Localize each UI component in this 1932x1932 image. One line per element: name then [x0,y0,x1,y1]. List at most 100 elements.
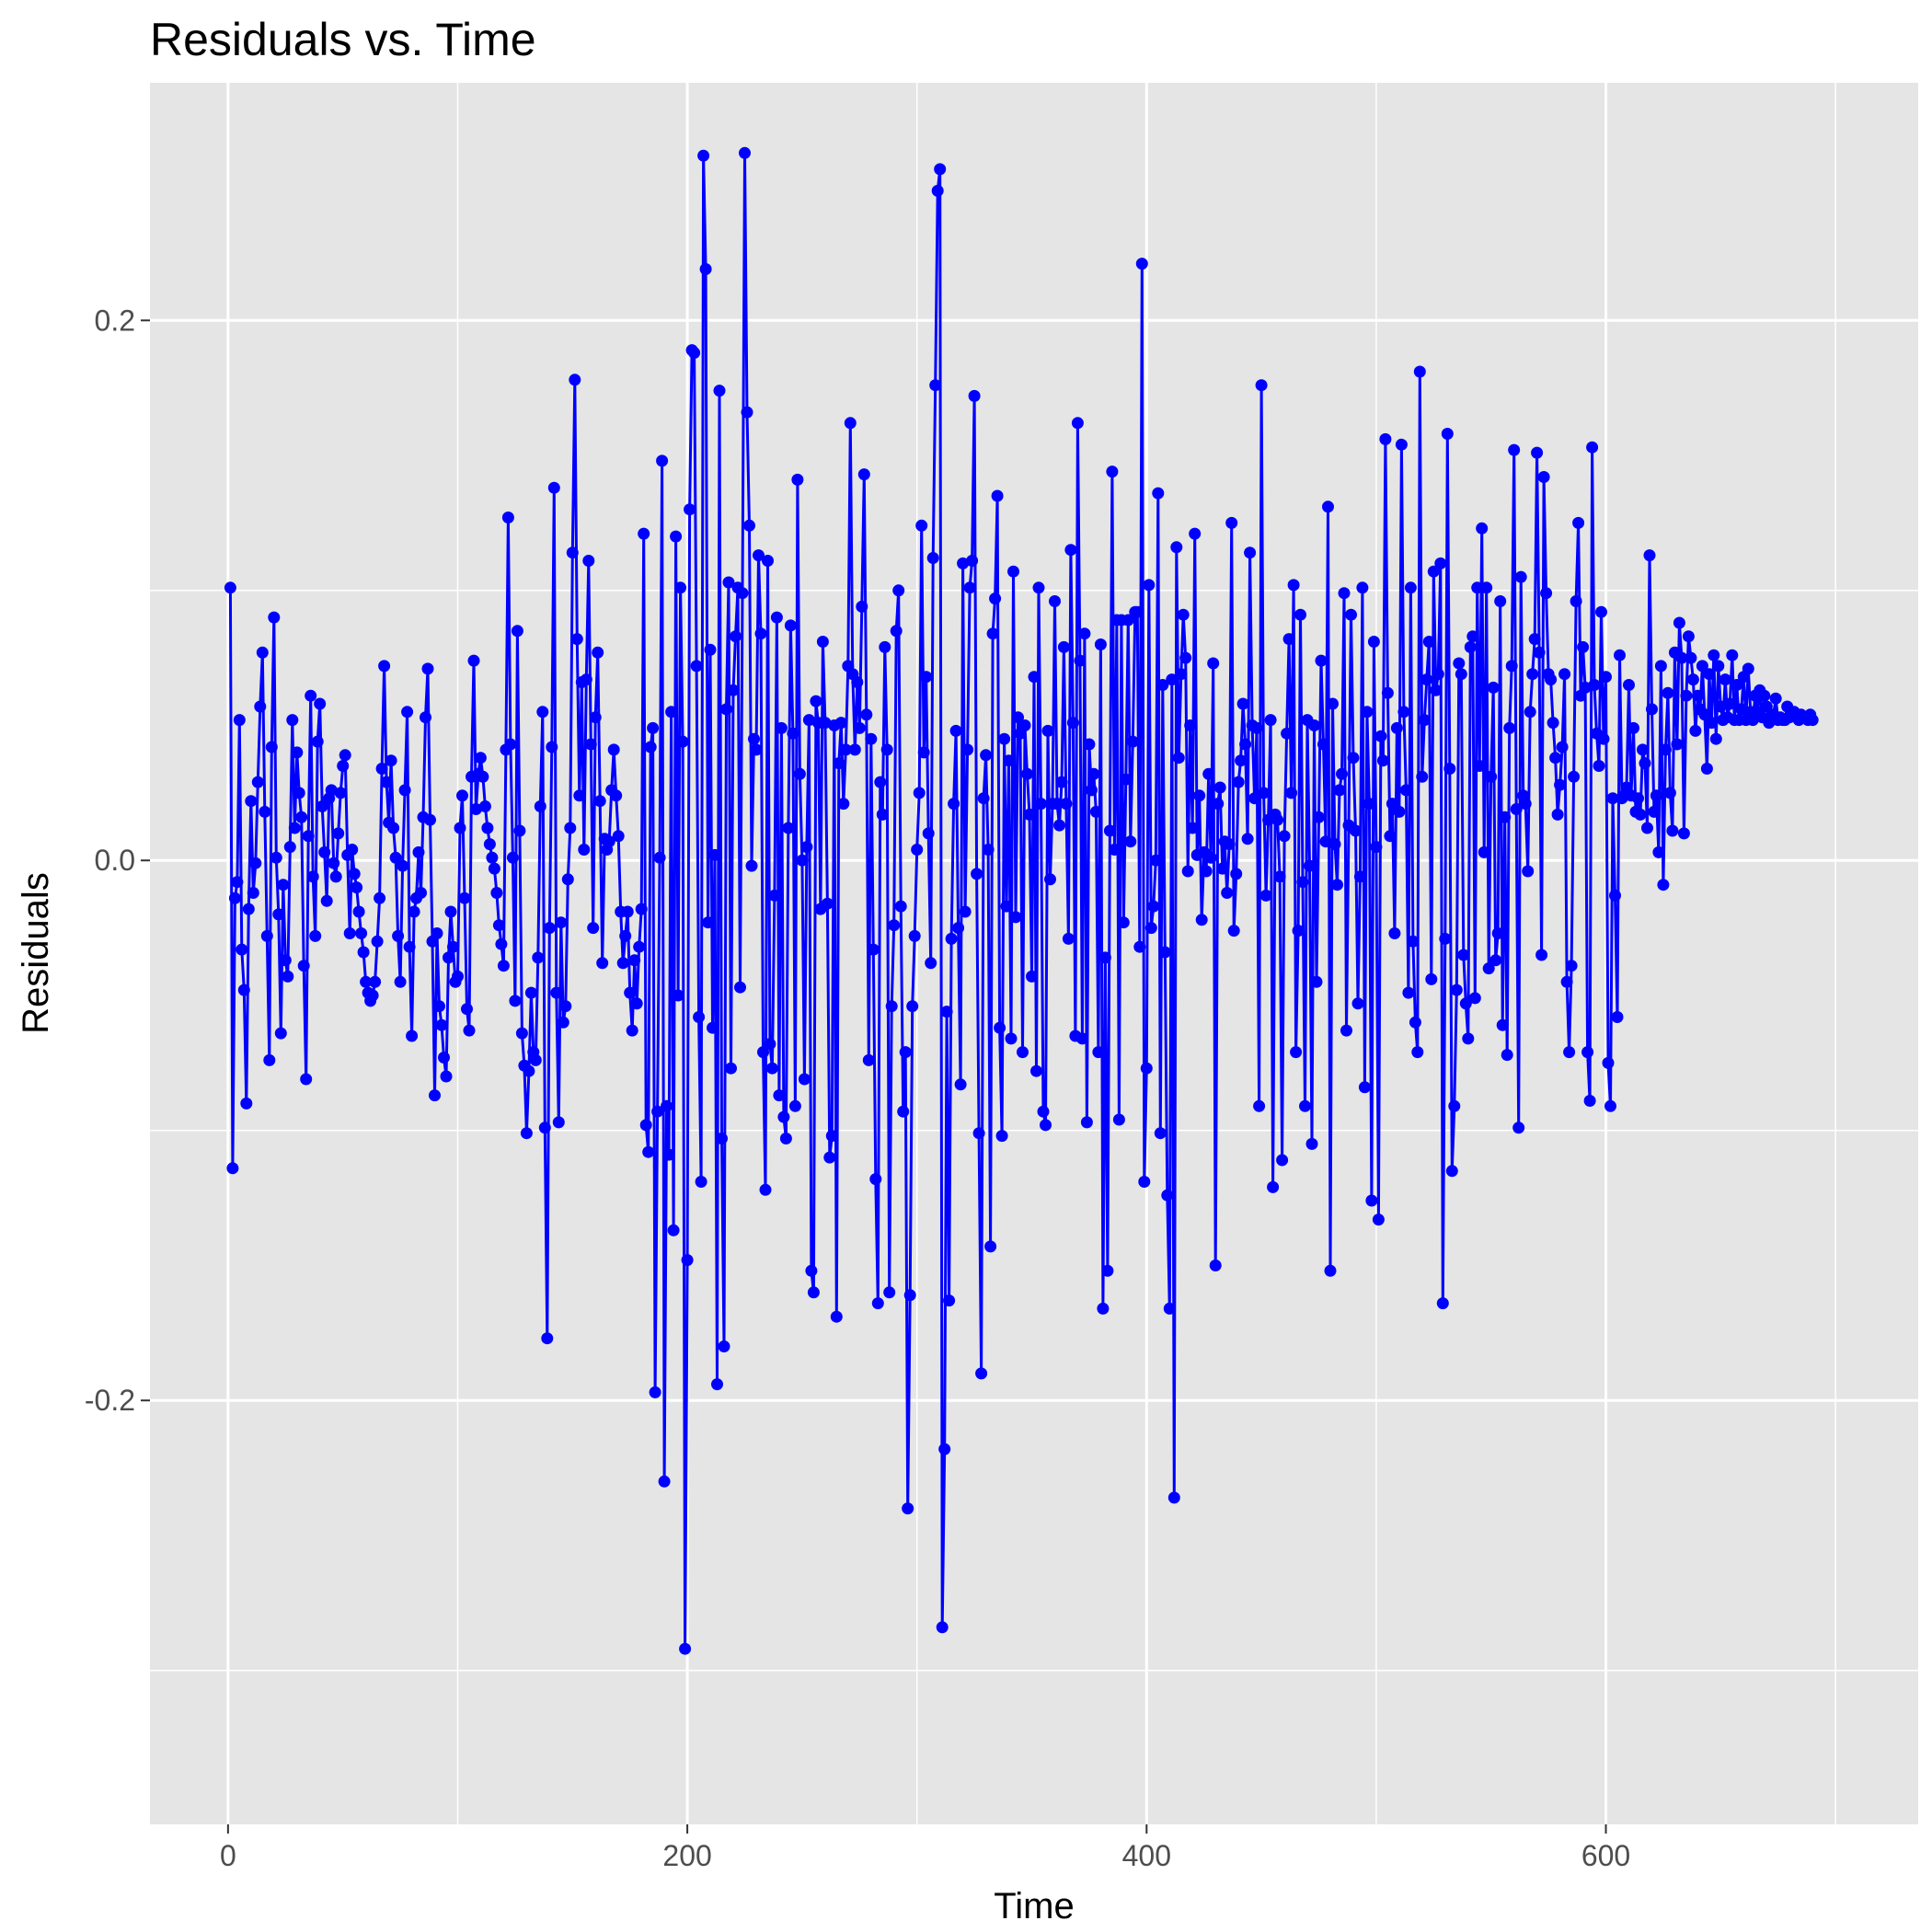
data-point [1719,673,1731,686]
data-point [1179,651,1192,664]
data-point [277,879,290,891]
data-point [897,1105,910,1118]
data-point [504,738,517,751]
data-point [1611,1011,1624,1023]
data-point [1133,940,1146,953]
data-point [366,989,379,1002]
data-point [653,851,666,864]
x-tick-label: 0 [220,1839,236,1872]
data-point [389,851,402,864]
data-point [656,454,669,467]
data-point [1112,1113,1125,1126]
data-point [483,838,496,851]
data-point [1221,887,1234,899]
data-point [555,916,568,929]
data-point [753,549,765,562]
data-point [1000,900,1013,913]
data-point [1646,703,1658,716]
data-point [1386,798,1398,811]
data-point [1468,992,1481,1005]
data-point [833,757,845,770]
data-point [1641,822,1653,834]
data-point [665,706,678,719]
data-point [1491,927,1504,939]
data-point [1466,630,1479,643]
data-point [1579,681,1592,694]
data-point [1296,876,1309,889]
data-point [403,940,416,953]
data-point [318,845,331,858]
data-point [704,643,717,656]
data-point [1632,792,1644,805]
data-point [1080,1116,1093,1129]
data-point [1028,671,1041,684]
data-point [1267,1180,1280,1193]
data-point [1313,811,1325,823]
data-point [566,546,579,559]
data-point [1117,916,1130,929]
data-point [1223,838,1236,851]
data-point [1324,1264,1337,1277]
data-point [1253,1099,1266,1112]
data-point [247,887,259,899]
data-point [1244,546,1257,559]
data-point [1358,1081,1371,1094]
data-point [302,830,315,843]
data-point [802,714,815,727]
data-point [1361,706,1374,719]
data-point [1232,776,1245,788]
data-point [435,1018,448,1031]
data-point [1395,438,1408,451]
data-point [1347,752,1360,765]
data-point [1007,565,1019,578]
data-point [1503,721,1516,734]
data-point [251,776,264,788]
data-point [456,789,468,802]
data-point [371,935,384,948]
data-point [1331,879,1343,891]
data-point [635,903,648,915]
data-point [1051,798,1064,811]
data-point [375,763,388,775]
data-point [1023,808,1036,821]
data-point [899,1046,912,1059]
data-point [1290,1046,1303,1059]
data-point [865,732,878,745]
data-point [1064,544,1077,557]
data-point [949,724,962,737]
data-point [1037,1105,1050,1118]
data-point [982,844,995,856]
data-point [481,822,494,834]
data-point [1537,471,1550,483]
data-point [1581,1046,1594,1059]
data-point [1040,1119,1052,1132]
data-point [1126,735,1139,748]
data-point [1441,428,1454,440]
data-point [1680,689,1693,702]
data-point [674,581,687,594]
data-point [1533,646,1546,659]
data-point [995,1130,1008,1143]
data-point [461,1003,473,1016]
y-tick-label: 0.2 [95,304,135,337]
data-point [1482,962,1495,975]
data-point [511,625,523,638]
data-point [1714,700,1727,713]
data-point [501,512,514,523]
data-point [497,960,510,972]
data-point [392,929,405,942]
data-point [1769,692,1782,705]
data-point [265,741,278,753]
data-point [406,1029,419,1042]
data-point [777,1110,790,1123]
data-point [1319,835,1332,848]
data-point [488,862,500,875]
data-point [773,1089,786,1102]
data-point [536,706,549,719]
data-point [975,1367,988,1380]
data-point [764,1038,776,1051]
data-point [938,1443,951,1455]
data-point [642,1145,655,1158]
data-point [688,347,701,359]
data-point [1471,581,1484,594]
